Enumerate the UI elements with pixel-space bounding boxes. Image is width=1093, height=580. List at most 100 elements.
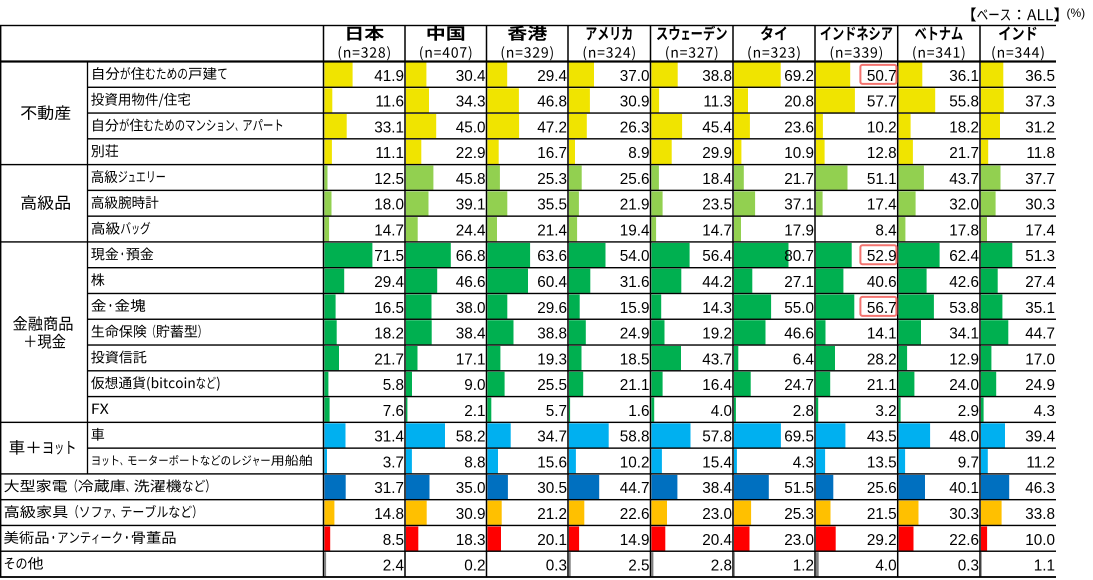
svg-text:60.4: 60.4 [537, 274, 567, 291]
svg-text:39.1: 39.1 [456, 197, 486, 214]
svg-text:14.9: 14.9 [620, 532, 650, 549]
svg-text:1.6: 1.6 [628, 403, 649, 420]
svg-text:30.9: 30.9 [620, 94, 650, 111]
svg-text:26.3: 26.3 [620, 119, 650, 136]
svg-text:63.6: 63.6 [537, 248, 567, 265]
svg-text:21.7: 21.7 [374, 351, 404, 368]
svg-text:0.3: 0.3 [958, 558, 979, 575]
svg-text:8.4: 8.4 [875, 222, 897, 239]
svg-text:20.1: 20.1 [537, 532, 567, 549]
svg-text:30.9: 30.9 [456, 506, 486, 523]
svg-text:3.2: 3.2 [875, 403, 896, 420]
svg-text:25.3: 25.3 [784, 506, 814, 523]
svg-text:19.4: 19.4 [620, 222, 650, 239]
svg-text:21.2: 21.2 [537, 506, 567, 523]
svg-text:12.5: 12.5 [374, 171, 404, 188]
svg-text:52.9: 52.9 [867, 248, 897, 265]
svg-text:31.7: 31.7 [374, 480, 404, 497]
svg-text:30.3: 30.3 [949, 506, 979, 523]
svg-text:14.7: 14.7 [374, 222, 404, 239]
svg-text:45.8: 45.8 [456, 171, 486, 188]
svg-text:0.3: 0.3 [546, 558, 567, 575]
svg-text:30.4: 30.4 [456, 68, 486, 85]
svg-text:11.3: 11.3 [703, 94, 732, 111]
svg-text:17.0: 17.0 [1025, 351, 1055, 368]
svg-text:29.4: 29.4 [537, 68, 567, 85]
svg-text:58.8: 58.8 [620, 429, 650, 446]
svg-text:43.5: 43.5 [867, 429, 897, 446]
svg-text:21.7: 21.7 [949, 145, 979, 162]
svg-text:29.4: 29.4 [374, 274, 404, 291]
svg-text:18.2: 18.2 [374, 326, 404, 343]
svg-text:21.5: 21.5 [867, 506, 897, 523]
svg-text:9.0: 9.0 [464, 377, 485, 394]
svg-text:21.1: 21.1 [867, 377, 897, 394]
svg-text:56.7: 56.7 [867, 300, 897, 317]
svg-text:40.6: 40.6 [867, 274, 897, 291]
svg-text:29.2: 29.2 [867, 532, 897, 549]
svg-text:58.2: 58.2 [456, 429, 486, 446]
svg-text:38.0: 38.0 [456, 300, 486, 317]
svg-text:33.1: 33.1 [374, 119, 404, 136]
svg-text:17.4: 17.4 [1025, 222, 1055, 239]
svg-text:8.8: 8.8 [464, 454, 485, 471]
svg-text:38.4: 38.4 [702, 480, 732, 497]
svg-text:14.1: 14.1 [867, 326, 897, 343]
svg-text:7.6: 7.6 [383, 403, 404, 420]
svg-text:35.5: 35.5 [537, 197, 567, 214]
svg-text:(%): (%) [1067, 6, 1086, 20]
svg-text:18.0: 18.0 [374, 197, 404, 214]
svg-text:17.4: 17.4 [867, 197, 897, 214]
svg-text:4.0: 4.0 [875, 558, 896, 575]
svg-text:25.3: 25.3 [537, 171, 567, 188]
svg-text:62.4: 62.4 [949, 248, 979, 265]
svg-text:12.8: 12.8 [867, 145, 897, 162]
svg-text:69.5: 69.5 [784, 429, 814, 446]
svg-text:44.7: 44.7 [620, 480, 650, 497]
svg-text:50.7: 50.7 [867, 68, 897, 85]
svg-text:13.5: 13.5 [867, 454, 897, 471]
svg-text:46.3: 46.3 [1025, 480, 1055, 497]
svg-text:32.0: 32.0 [949, 197, 979, 214]
svg-text:1.2: 1.2 [793, 558, 814, 575]
svg-text:5.7: 5.7 [546, 403, 567, 420]
svg-text:80.7: 80.7 [784, 248, 814, 265]
svg-text:10.2: 10.2 [620, 454, 650, 471]
svg-text:17.9: 17.9 [784, 222, 814, 239]
svg-text:22.6: 22.6 [620, 506, 650, 523]
svg-text:24.0: 24.0 [949, 377, 979, 394]
svg-text:21.7: 21.7 [784, 171, 814, 188]
svg-text:6.4: 6.4 [793, 351, 815, 368]
svg-text:4.0: 4.0 [711, 403, 732, 420]
svg-text:45.4: 45.4 [702, 119, 732, 136]
svg-text:22.9: 22.9 [456, 145, 486, 162]
svg-text:34.7: 34.7 [537, 429, 567, 446]
svg-text:37.1: 37.1 [784, 197, 814, 214]
svg-text:23.5: 23.5 [702, 197, 732, 214]
svg-text:10.0: 10.0 [1025, 532, 1055, 549]
svg-text:30.5: 30.5 [537, 480, 567, 497]
svg-text:14.8: 14.8 [374, 506, 404, 523]
svg-text:21.4: 21.4 [537, 222, 567, 239]
svg-text:34.1: 34.1 [949, 326, 979, 343]
svg-text:24.9: 24.9 [620, 326, 650, 343]
svg-text:11.1: 11.1 [375, 145, 404, 162]
svg-text:46.6: 46.6 [456, 274, 486, 291]
svg-text:55.0: 55.0 [784, 300, 814, 317]
svg-text:43.7: 43.7 [702, 351, 732, 368]
svg-text:51.3: 51.3 [1025, 248, 1055, 265]
svg-text:29.6: 29.6 [537, 300, 567, 317]
svg-text:56.4: 56.4 [702, 248, 732, 265]
svg-text:23.6: 23.6 [784, 119, 814, 136]
svg-text:31.2: 31.2 [1025, 119, 1055, 136]
svg-text:2.4: 2.4 [383, 558, 405, 575]
svg-text:22.6: 22.6 [949, 532, 979, 549]
svg-text:35.0: 35.0 [456, 480, 486, 497]
svg-text:42.6: 42.6 [949, 274, 979, 291]
svg-text:0.2: 0.2 [464, 558, 485, 575]
svg-text:47.2: 47.2 [537, 119, 567, 136]
svg-text:66.8: 66.8 [456, 248, 486, 265]
svg-text:34.3: 34.3 [456, 94, 486, 111]
svg-text:38.4: 38.4 [456, 326, 486, 343]
svg-text:44.2: 44.2 [702, 274, 732, 291]
